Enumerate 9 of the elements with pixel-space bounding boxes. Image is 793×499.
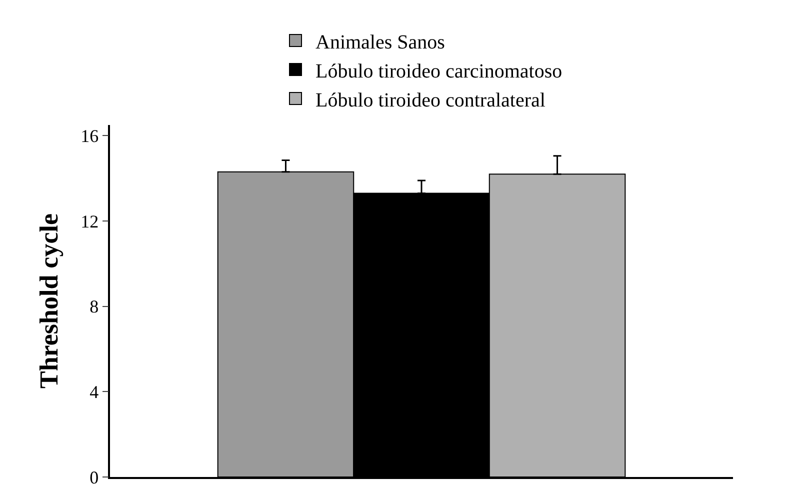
y-tick-label: 8: [90, 296, 99, 317]
legend-label: Lóbulo tiroideo carcinomatoso: [316, 60, 562, 82]
y-tick-label: 0: [90, 467, 99, 488]
legend-label: Animales Sanos: [316, 31, 446, 54]
legend-label: Lóbulo tiroideo contralateral: [316, 89, 546, 112]
y-axis-title: Threshold cycle: [34, 213, 64, 389]
y-tick-label: 4: [90, 382, 99, 402]
y-tick-label: 12: [80, 211, 99, 232]
y-tick-label: 16: [80, 126, 99, 146]
